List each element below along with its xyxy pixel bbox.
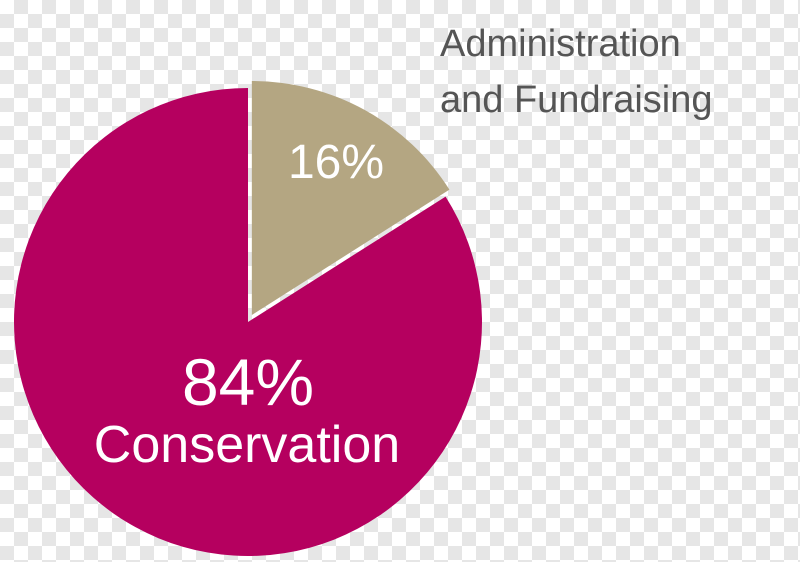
external-label-line2: and Fundraising: [440, 79, 713, 121]
external-label-line1: Administration: [440, 23, 681, 65]
slice-name-label-conservation: Conservation: [94, 416, 400, 474]
pie-slice-conservation: [14, 88, 482, 556]
slice-value-label-conservation: 84%: [182, 345, 314, 419]
slice-value-label-admin: 16%: [288, 136, 384, 189]
pie-slice-administration-fundraising: [251, 80, 450, 315]
